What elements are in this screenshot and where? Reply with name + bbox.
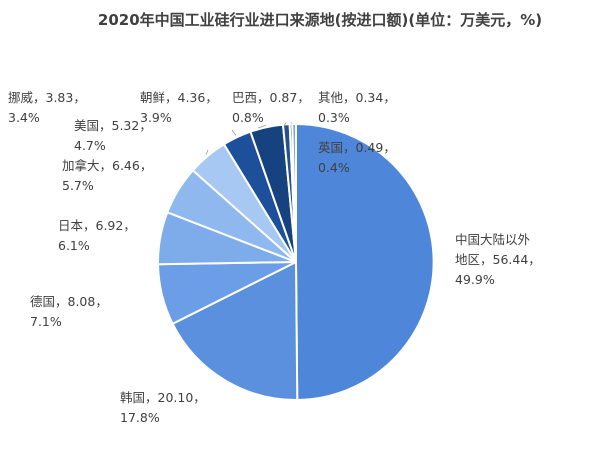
slice-label-4: 日本，6.92， 6.1% bbox=[58, 218, 136, 253]
slice-label-9: 巴西，0.87， 0.8% bbox=[232, 90, 310, 125]
slice-label-7: 挪威，3.83， 3.4% bbox=[8, 90, 86, 125]
leader-line-9 bbox=[283, 122, 287, 127]
pie-slice-1 bbox=[295, 122, 435, 402]
chart-title: 2020年中国工业硅行业进口来源地(按进口额)(单位：万美元，%) bbox=[97, 11, 543, 29]
slice-label-10: 其他，0.34， 0.3% bbox=[318, 90, 396, 125]
slice-label-1: 中国大陆以外地区，56.44， 49.9% bbox=[455, 232, 541, 287]
slice-label-3: 德国，8.08， 7.1% bbox=[30, 294, 108, 329]
leader-line-6 bbox=[205, 149, 209, 155]
leader-line-7 bbox=[231, 129, 237, 136]
slice-label-11: 英国，0.49， 0.4% bbox=[318, 140, 396, 175]
slice-label-5: 加拿大，6.46， 5.7% bbox=[62, 158, 152, 193]
pie-slice-11 bbox=[291, 122, 297, 263]
slice-label-8: 朝鲜，4.36， 3.9% bbox=[140, 90, 218, 125]
leader-line-8 bbox=[257, 124, 267, 129]
pie-slice-2 bbox=[171, 260, 299, 401]
slice-label-6: 美国，5.32， 4.7% bbox=[74, 118, 152, 153]
slice-label-2: 韩国，20.10， 17.8% bbox=[120, 390, 206, 425]
